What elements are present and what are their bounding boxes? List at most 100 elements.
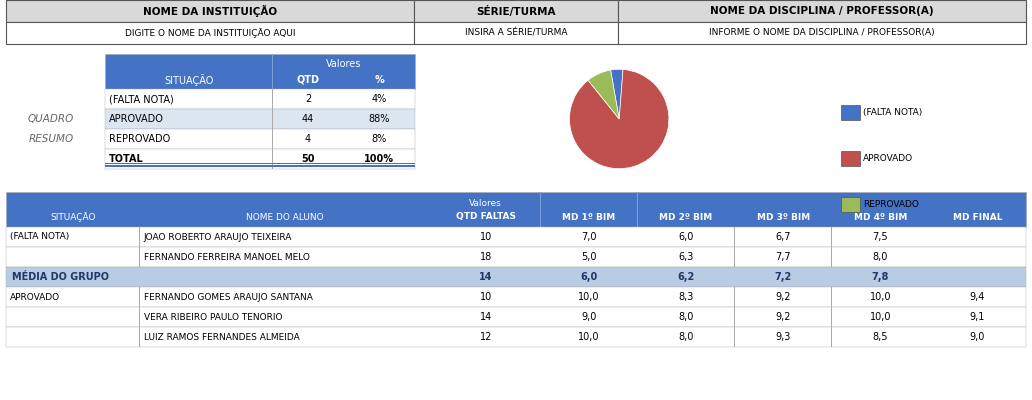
Text: NOME DA INSTITUIÇÃO: NOME DA INSTITUIÇÃO bbox=[143, 5, 277, 17]
Text: 100%: 100% bbox=[364, 154, 394, 164]
Bar bbox=[105, 163, 415, 164]
Wedge shape bbox=[588, 70, 619, 119]
Text: 12: 12 bbox=[480, 332, 492, 342]
Text: INSIRA A SÉRIE/TURMA: INSIRA A SÉRIE/TURMA bbox=[464, 28, 568, 38]
Text: MÉDIA DO GRUPO: MÉDIA DO GRUPO bbox=[12, 272, 109, 282]
Text: 7,0: 7,0 bbox=[581, 232, 596, 242]
Text: 14: 14 bbox=[480, 312, 492, 322]
Text: 9,1: 9,1 bbox=[970, 312, 986, 322]
Text: 8%: 8% bbox=[372, 134, 387, 144]
Bar bbox=[6, 287, 1026, 307]
Text: 10,0: 10,0 bbox=[870, 312, 891, 322]
Text: 6,2: 6,2 bbox=[677, 272, 695, 282]
Text: MD 2º BIM: MD 2º BIM bbox=[659, 212, 713, 222]
Text: NOME DA DISCIPLINA / PROFESSOR(A): NOME DA DISCIPLINA / PROFESSOR(A) bbox=[710, 6, 934, 16]
Text: 44: 44 bbox=[302, 114, 314, 124]
Wedge shape bbox=[611, 69, 623, 119]
Bar bbox=[105, 165, 415, 167]
Text: 9,0: 9,0 bbox=[970, 332, 986, 342]
Text: 9,3: 9,3 bbox=[775, 332, 791, 342]
Text: MD 1º BIM: MD 1º BIM bbox=[562, 212, 615, 222]
Text: REPROVADO: REPROVADO bbox=[109, 134, 170, 144]
Text: 7,5: 7,5 bbox=[872, 232, 889, 242]
Text: 8,0: 8,0 bbox=[678, 332, 694, 342]
Text: JOAO ROBERTO ARAUJO TEIXEIRA: JOAO ROBERTO ARAUJO TEIXEIRA bbox=[143, 232, 292, 242]
Text: 10: 10 bbox=[480, 232, 492, 242]
Text: MD 4º BIM: MD 4º BIM bbox=[853, 212, 907, 222]
Text: Valores: Valores bbox=[470, 198, 502, 208]
Text: APROVADO: APROVADO bbox=[863, 154, 913, 163]
Bar bbox=[414, 22, 618, 44]
Bar bbox=[105, 89, 415, 109]
Text: 9,2: 9,2 bbox=[775, 292, 791, 302]
Text: RESUMO: RESUMO bbox=[29, 134, 73, 144]
Text: 8,5: 8,5 bbox=[872, 332, 888, 342]
Text: SITUAÇÃO: SITUAÇÃO bbox=[50, 212, 96, 222]
Text: 10,0: 10,0 bbox=[578, 292, 600, 302]
Text: APROVADO: APROVADO bbox=[10, 292, 60, 302]
Text: NOME DO ALUNO: NOME DO ALUNO bbox=[247, 212, 324, 222]
Bar bbox=[105, 149, 415, 169]
Text: MD FINAL: MD FINAL bbox=[953, 212, 1002, 222]
Text: 10,0: 10,0 bbox=[870, 292, 891, 302]
Text: 5,0: 5,0 bbox=[581, 252, 596, 262]
Bar bbox=[105, 109, 415, 129]
Text: 6,0: 6,0 bbox=[580, 272, 598, 282]
Text: LUIZ RAMOS FERNANDES ALMEIDA: LUIZ RAMOS FERNANDES ALMEIDA bbox=[143, 332, 299, 342]
Bar bbox=[105, 129, 415, 149]
Text: VERA RIBEIRO PAULO TENORIO: VERA RIBEIRO PAULO TENORIO bbox=[143, 312, 282, 322]
Bar bbox=[6, 327, 1026, 347]
Text: MD 3º BIM: MD 3º BIM bbox=[756, 212, 810, 222]
Text: QTD: QTD bbox=[296, 75, 320, 85]
Text: FERNANDO FERREIRA MANOEL MELO: FERNANDO FERREIRA MANOEL MELO bbox=[143, 252, 310, 262]
Text: 8,0: 8,0 bbox=[678, 312, 694, 322]
Text: 50: 50 bbox=[301, 154, 315, 164]
Text: SITUAÇÃO: SITUAÇÃO bbox=[164, 74, 214, 86]
Wedge shape bbox=[570, 70, 669, 169]
Text: DIGITE O NOME DA INSTITUIÇÃO AQUI: DIGITE O NOME DA INSTITUIÇÃO AQUI bbox=[125, 28, 295, 38]
Bar bbox=[414, 0, 618, 22]
Text: 8,0: 8,0 bbox=[873, 252, 888, 262]
Text: QTD FALTAS: QTD FALTAS bbox=[456, 212, 516, 222]
Text: REPROVADO: REPROVADO bbox=[863, 200, 918, 209]
Bar bbox=[6, 0, 414, 22]
Text: 9,0: 9,0 bbox=[581, 312, 596, 322]
Text: 14: 14 bbox=[479, 272, 492, 282]
Text: 7,7: 7,7 bbox=[775, 252, 791, 262]
Text: TOTAL: TOTAL bbox=[109, 154, 143, 164]
Bar bbox=[618, 0, 1026, 22]
Bar bbox=[6, 247, 1026, 267]
Text: FERNANDO GOMES ARAUJO SANTANA: FERNANDO GOMES ARAUJO SANTANA bbox=[143, 292, 313, 302]
Bar bbox=[6, 307, 1026, 327]
Text: %: % bbox=[375, 75, 384, 85]
Text: 18: 18 bbox=[480, 252, 492, 262]
Text: 9,4: 9,4 bbox=[970, 292, 986, 302]
Text: 2: 2 bbox=[304, 94, 312, 104]
Text: 88%: 88% bbox=[368, 114, 390, 124]
Bar bbox=[6, 22, 414, 44]
Text: 6,0: 6,0 bbox=[678, 232, 694, 242]
Text: 10: 10 bbox=[480, 292, 492, 302]
Text: 7,2: 7,2 bbox=[775, 272, 792, 282]
Text: 4%: 4% bbox=[372, 94, 387, 104]
Text: (FALTA NOTA): (FALTA NOTA) bbox=[10, 232, 69, 242]
Text: 6,7: 6,7 bbox=[775, 232, 791, 242]
Text: 9,2: 9,2 bbox=[775, 312, 791, 322]
Text: 7,8: 7,8 bbox=[872, 272, 889, 282]
Text: QUADRO: QUADRO bbox=[28, 114, 74, 124]
Text: APROVADO: APROVADO bbox=[109, 114, 164, 124]
Bar bbox=[6, 192, 1026, 227]
Text: SÉRIE/TURMA: SÉRIE/TURMA bbox=[476, 6, 556, 16]
Text: Valores: Valores bbox=[326, 59, 361, 69]
Text: (FALTA NOTA): (FALTA NOTA) bbox=[109, 94, 173, 104]
Text: 6,3: 6,3 bbox=[678, 252, 694, 262]
Text: 4: 4 bbox=[305, 134, 311, 144]
Bar bbox=[618, 22, 1026, 44]
Text: 10,0: 10,0 bbox=[578, 332, 600, 342]
Text: (FALTA NOTA): (FALTA NOTA) bbox=[863, 108, 923, 117]
Text: INFORME O NOME DA DISCIPLINA / PROFESSOR(A): INFORME O NOME DA DISCIPLINA / PROFESSOR… bbox=[709, 28, 935, 38]
Bar bbox=[6, 227, 1026, 247]
Bar bbox=[105, 54, 415, 89]
Text: 8,3: 8,3 bbox=[678, 292, 694, 302]
Bar bbox=[6, 267, 1026, 287]
